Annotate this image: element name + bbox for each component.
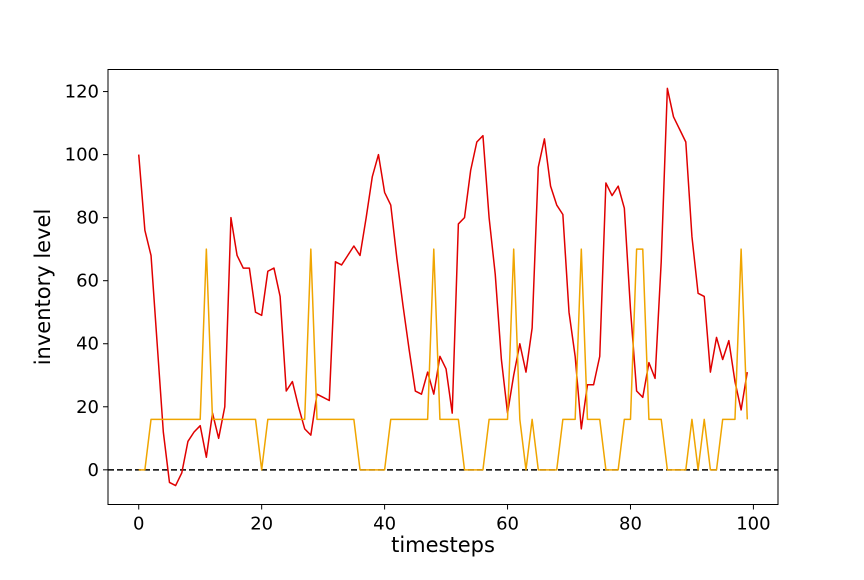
y-tick-label: 100 — [65, 145, 99, 166]
y-tick-label: 120 — [65, 82, 99, 103]
y-axis-ticks: 0 20 40 60 80 100 120 — [65, 82, 108, 481]
y-tick-label: 20 — [76, 397, 99, 418]
x-tick-label: 40 — [373, 514, 396, 535]
x-axis-ticks: 0 20 40 60 80 100 — [133, 504, 771, 535]
series-line-1 — [138, 248, 749, 471]
plot-content — [108, 87, 778, 487]
x-tick-label: 20 — [250, 514, 273, 535]
x-tick-label: 0 — [133, 514, 144, 535]
x-axis-label: timesteps — [391, 533, 495, 557]
y-tick-label: 0 — [88, 460, 99, 481]
x-tick-label: 80 — [619, 514, 642, 535]
y-tick-label: 40 — [76, 334, 99, 355]
x-tick-label: 60 — [496, 514, 519, 535]
y-axis-label: inventory level — [31, 209, 55, 366]
x-tick-label: 100 — [736, 514, 770, 535]
plot-frame — [107, 69, 779, 505]
y-tick-label: 80 — [76, 208, 99, 229]
y-tick-label: 60 — [76, 271, 99, 292]
series-line-0 — [137, 87, 749, 487]
